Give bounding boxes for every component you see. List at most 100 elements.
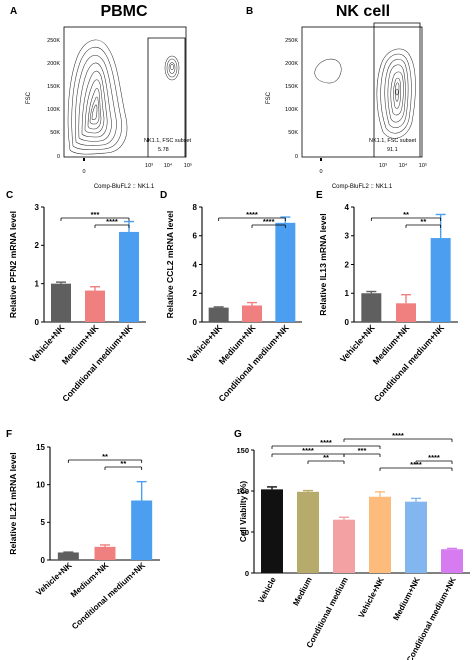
y-tick-label: 1 [35,279,40,288]
panel-a-ytick: 150K [47,84,60,90]
panel-a-xtick: 0 [82,169,85,175]
panel-b-contours [314,48,416,139]
panel-a-xtick: 10⁵ [184,162,192,169]
significance-bracket: *** [343,446,381,457]
panel-b-xticks: 0 10³ 10⁴ 10⁵ [319,162,427,175]
significance-bracket: ** [405,217,442,228]
panel-b-axis-marker [320,158,322,161]
panel-a-xlabel: Comp-BluFL2 :: NK1.1 [94,184,155,190]
bar [396,303,416,322]
category-label: Vehicle+NK [34,561,73,598]
y-tick-label: 3 [345,232,350,241]
panel-a-gate-label: NK1.1, FSC subset [144,138,192,144]
significance-bracket: **** [415,453,453,464]
panel-a-axis-marker [83,158,85,161]
y-axis-label: Relative IL21 mRNA level [8,452,18,554]
panel-a-title: PBMC [100,3,148,20]
category-label: Medium+NK [391,576,421,622]
y-tick-label: 0 [193,318,198,327]
y-tick-label: 2 [193,289,198,298]
significance-label: **** [410,460,422,469]
panel-b-gate-value: 91.1 [387,147,398,153]
y-tick-label: 0 [345,318,350,327]
category-label: Conditional medium+NK [60,322,135,404]
category-label: Conditional medium+NK [372,322,447,404]
significance-bracket: ** [104,459,143,470]
significance-label: **** [246,210,258,219]
panel-a-letter: A [10,6,17,17]
bar [369,496,391,573]
significance-label: **** [302,446,314,455]
y-axis-label: Cell Viabilty (%) [239,481,248,543]
category-label: Vehicle [257,575,278,605]
panel-b-title: NK cell [336,3,390,20]
panel-c-letter: C [6,190,13,201]
bar [297,491,319,573]
bar [51,283,71,322]
significance-bracket: **** [251,217,286,228]
panel-b-plot-frame [301,26,423,158]
bar [441,549,463,573]
category-label: Conditional medium+NK [216,322,291,404]
panel-b-xtick: 10³ [379,163,387,169]
significance-label: ** [403,210,409,219]
category-label: Conditional medium [305,576,350,650]
panel-a-xticks: 0 10³ 10⁴ 10⁵ [82,162,192,175]
panel-b-ylabel: FSC [266,91,272,104]
significance-bracket: *** [60,210,130,221]
panel-a-gate-value: 5.78 [158,147,169,153]
y-tick-label: 2 [345,260,350,269]
significance-bracket: **** [379,460,453,471]
panel-a-plot-frame [63,26,187,158]
significance-bracket: ** [370,210,442,221]
panel-b-ytick: 250K [285,38,298,44]
panel-b-gate [373,22,421,157]
category-label: Medium [291,576,313,608]
bar [261,489,283,573]
panel-a-ylabel: FSC [26,91,32,104]
panel-b-ytick: 100K [285,107,298,113]
bar [94,546,116,560]
significance-label: ** [102,452,108,461]
y-tick-label: 1 [345,289,350,298]
panel-b-xtick: 10⁴ [399,162,408,169]
bar [131,500,153,560]
y-tick-label: 150 [236,446,249,455]
panel-g-letter: G [234,429,242,440]
bar [405,501,427,573]
significance-label: ** [420,217,426,226]
panel-f-letter: F [6,429,12,440]
panel-a-ytick: 100K [47,107,60,113]
significance-bracket: **** [271,446,345,457]
y-tick-label: 2 [35,241,40,250]
panel-a-yticks: 250K 200K 150K 100K 50K 0 [47,38,60,160]
significance-label: **** [428,453,440,462]
panel-e-letter: E [316,190,323,201]
bar [430,238,451,322]
panel-b-yticks: 250K 200K 150K 100K 50K 0 [285,38,298,160]
panel-b-ytick: 0 [295,154,298,160]
y-axis-label: Relative CCL2 mRNA level [165,211,175,319]
y-tick-label: 8 [193,203,198,212]
panel-b-xlabel: Comp-BluFL2 :: NK1.1 [332,184,393,190]
y-tick-label: 5 [41,518,46,527]
significance-bracket: **** [218,210,286,221]
y-tick-label: 10 [36,480,45,489]
y-tick-label: 4 [193,260,198,269]
significance-label: *** [358,446,367,455]
y-tick-label: 0 [41,556,46,565]
panel-a-xtick: 10³ [145,163,153,169]
category-label: Vehicle+NK [357,576,386,620]
significance-label: *** [91,210,100,219]
panel-b-gate-label: NK1.1, FSC subset [369,138,417,144]
bar [85,290,105,322]
significance-bracket: **** [271,438,381,449]
significance-label: **** [320,438,332,447]
panel-b-letter: B [246,6,253,17]
bar [242,305,262,322]
bar [57,552,79,560]
bar [119,231,139,322]
